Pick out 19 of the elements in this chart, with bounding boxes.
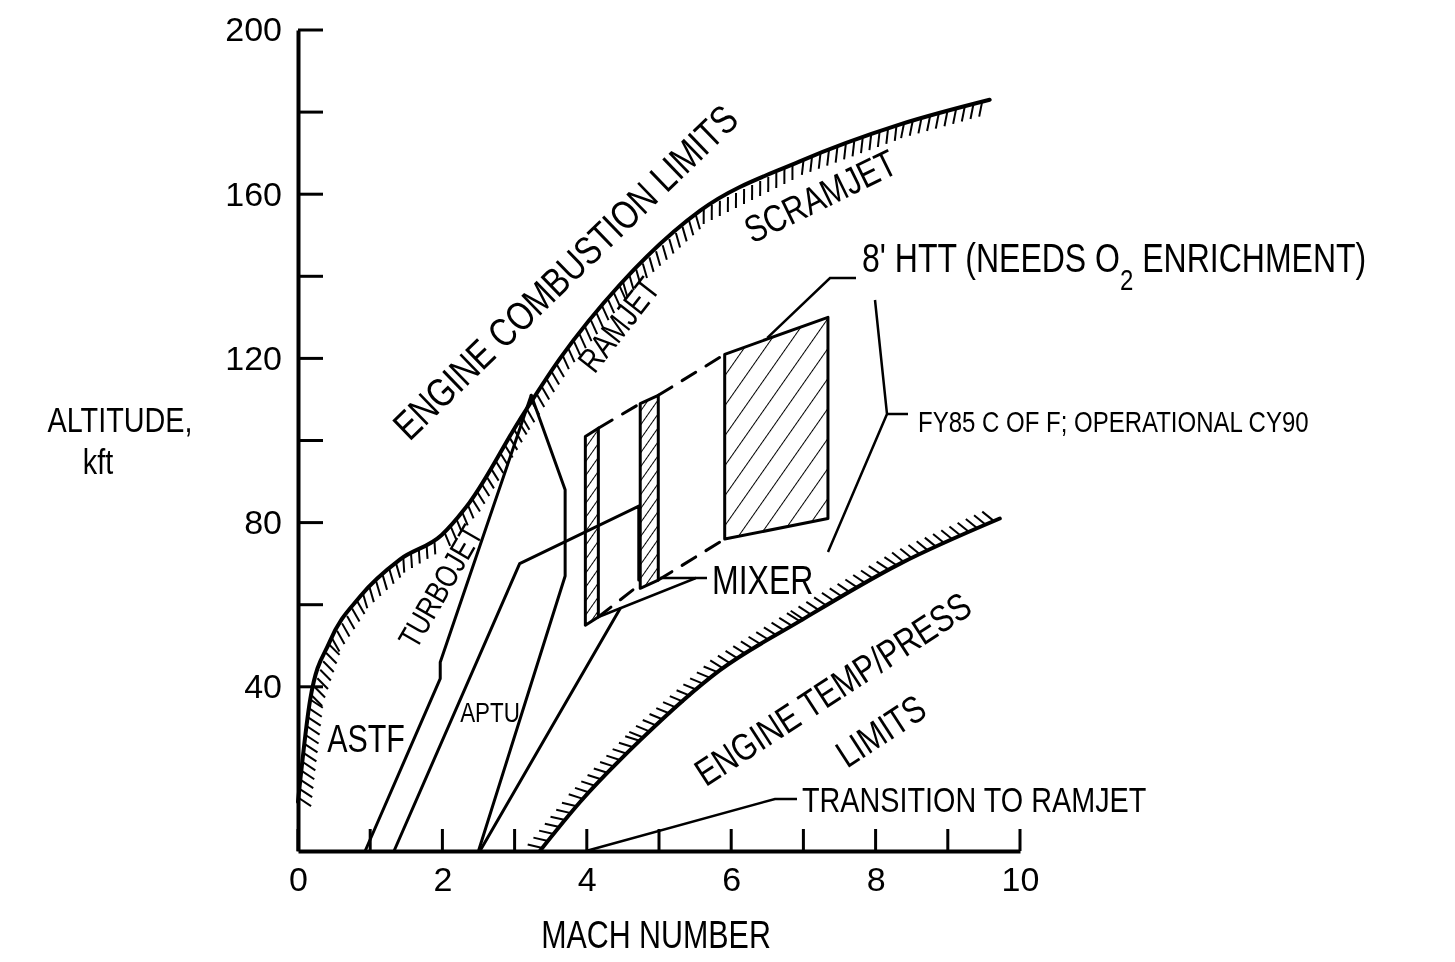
y-tick-label: 120 <box>225 338 282 377</box>
annotation: MIXER <box>712 557 814 603</box>
y-tick-label: 40 <box>244 667 282 706</box>
annotation: APTU <box>460 696 520 728</box>
annotation: ASTF <box>327 717 405 760</box>
y-tick-label: 80 <box>244 502 282 541</box>
annotation: 8' HTT (NEEDS O$_{2}$ ENRICHMENT) <box>862 235 1367 296</box>
x-axis-title: MACH NUMBER <box>541 913 771 956</box>
x-tick-label: 6 <box>722 860 742 899</box>
y-axis-title: ALTITUDE, kft <box>47 398 193 482</box>
annotation: TRANSITION TO RAMJET <box>802 778 1147 820</box>
x-tick-label: 8 <box>866 860 886 899</box>
x-tick-label: 2 <box>433 860 453 899</box>
annotation: FY85 C OF F; OPERATIONAL CY90 <box>918 404 1309 439</box>
x-tick-label: 0 <box>289 860 308 899</box>
y-tick-label: 160 <box>225 174 282 213</box>
x-tick-label: 10 <box>1001 860 1040 899</box>
y-tick-label: 200 <box>225 10 282 49</box>
x-tick-label: 4 <box>577 860 597 899</box>
